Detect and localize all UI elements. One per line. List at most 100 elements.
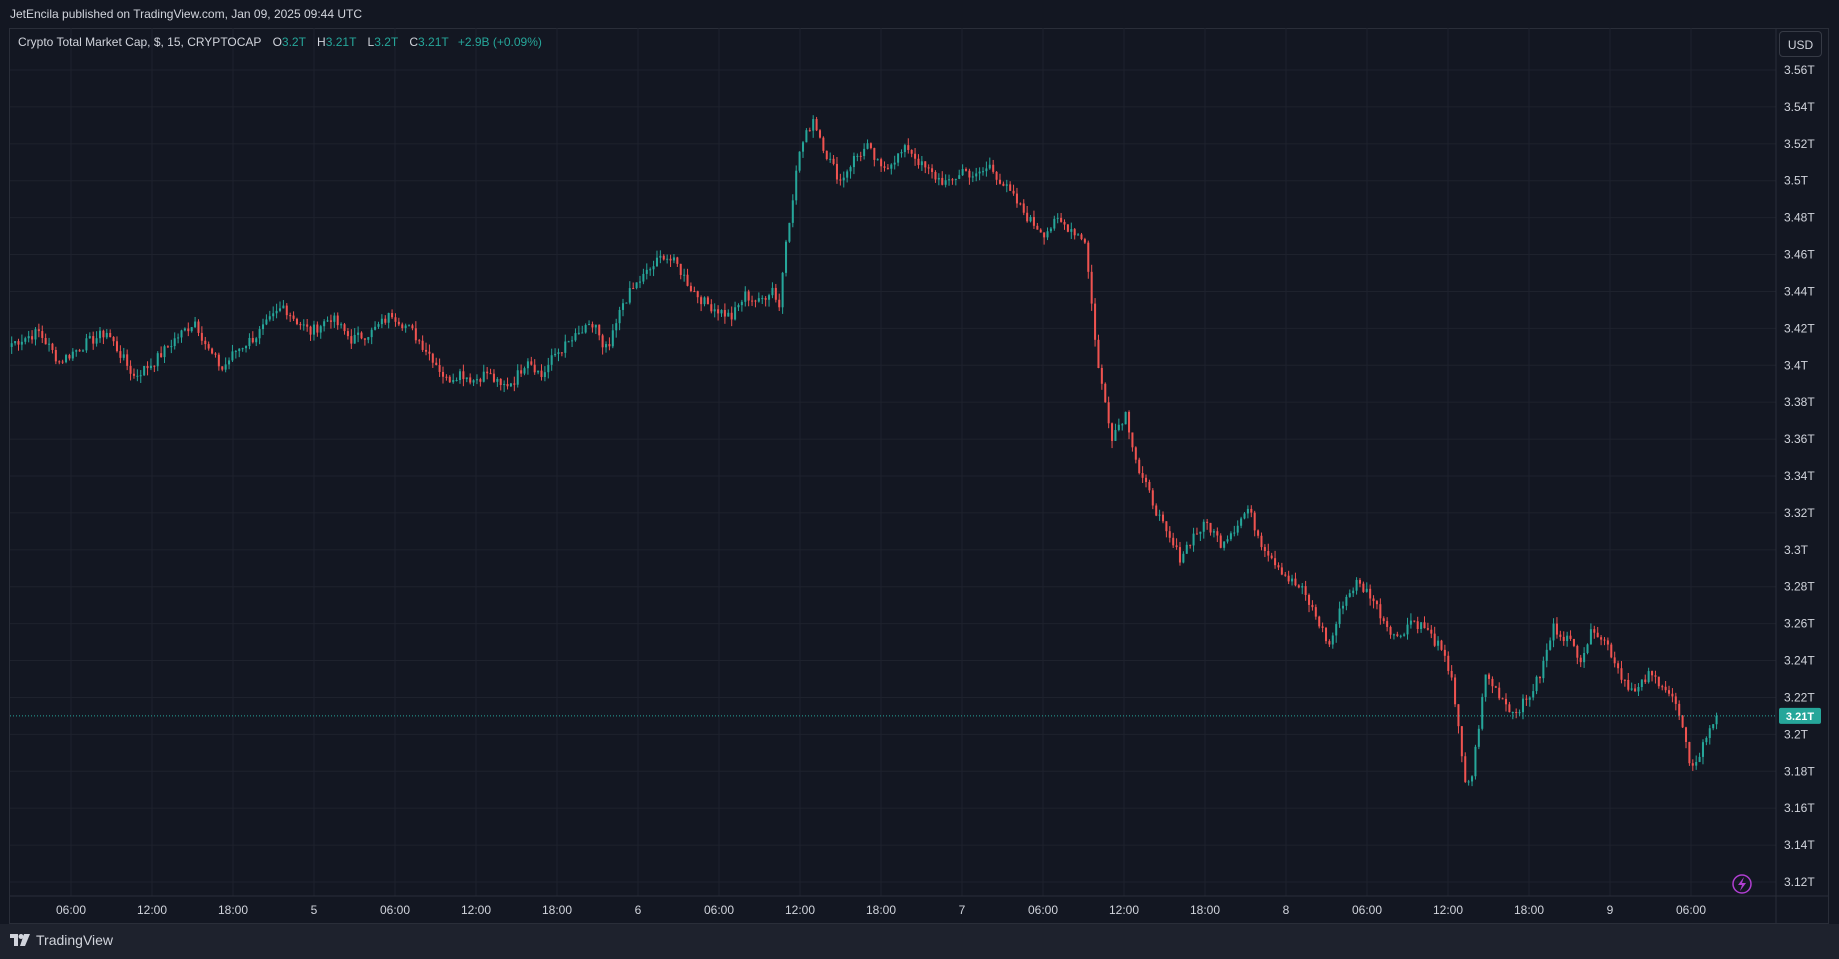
candle-body (954, 178, 957, 180)
candle-body (734, 307, 737, 320)
candle-body (329, 320, 332, 322)
candle (961, 164, 964, 177)
candle (954, 178, 957, 186)
x-tick-label: 7 (959, 903, 966, 917)
candle-body (374, 326, 377, 330)
candle-body (642, 273, 645, 282)
candle (649, 267, 652, 276)
candle (1066, 223, 1069, 233)
y-tick-label: 3.24T (1784, 654, 1815, 668)
candle (720, 309, 723, 317)
candle-body (1287, 575, 1290, 582)
candle (482, 364, 485, 383)
candle-body (1097, 339, 1100, 369)
candle-body (920, 161, 923, 166)
candle-body (598, 324, 601, 336)
candle-body (289, 315, 292, 317)
candle-body (126, 354, 129, 366)
candle (655, 250, 658, 267)
candle-body (1671, 693, 1674, 697)
candle (1457, 704, 1460, 734)
candle (1277, 562, 1280, 571)
currency-button[interactable]: USD (1779, 31, 1822, 57)
brand[interactable]: TradingView (10, 932, 113, 948)
candle-body (20, 341, 23, 345)
candle-body (238, 348, 241, 352)
candle-body (1202, 521, 1205, 532)
candle (306, 319, 309, 332)
candle-body (886, 167, 889, 169)
candle-body (689, 285, 692, 292)
candle (1046, 227, 1049, 241)
candle (1545, 643, 1548, 668)
candle (1172, 532, 1175, 549)
candle (245, 345, 248, 353)
candle (1100, 364, 1103, 390)
candle (1647, 667, 1650, 684)
candle (1668, 685, 1671, 697)
candle (1263, 544, 1266, 558)
candle (506, 377, 509, 390)
candle-body (822, 137, 825, 151)
symbol-label[interactable]: Crypto Total Market Cap, $, 15, CRYPTOCA… (18, 35, 262, 49)
candle (190, 327, 193, 333)
candle (65, 353, 68, 364)
candle (115, 336, 118, 353)
candle-body (584, 325, 587, 333)
candle-body (679, 263, 682, 275)
candle-body (1688, 742, 1691, 764)
candle (1233, 525, 1236, 537)
candle (88, 332, 91, 339)
lightning-icon[interactable] (1732, 874, 1752, 894)
candle (608, 337, 611, 351)
candle-body (340, 324, 343, 326)
candle (818, 129, 822, 139)
candle (530, 356, 533, 366)
x-tick-label: 06:00 (1028, 903, 1058, 917)
y-tick-label: 3.48T (1784, 211, 1815, 225)
candle-body (78, 350, 81, 352)
candle (985, 161, 988, 177)
candle (1542, 656, 1545, 683)
candle (228, 357, 231, 370)
candle-body (200, 332, 203, 341)
candle (272, 306, 275, 321)
candle (883, 161, 886, 172)
y-tick-label: 3.16T (1784, 801, 1815, 815)
candle-body (516, 370, 519, 385)
candle-body (771, 287, 774, 296)
candle-body (1192, 533, 1195, 546)
candle (37, 323, 40, 338)
candle-body (1423, 622, 1426, 629)
candle-body (846, 171, 849, 178)
candle (849, 165, 852, 179)
candle-body (710, 304, 713, 312)
candle (1382, 616, 1385, 624)
candle (1250, 505, 1253, 518)
y-tick-label: 3.56T (1784, 63, 1815, 77)
candle-body (367, 337, 370, 340)
candle (812, 115, 815, 138)
candle-body (414, 328, 417, 341)
candle-body (1328, 641, 1331, 645)
candle-body (1338, 608, 1341, 625)
x-tick-label: 9 (1607, 903, 1614, 917)
candle (299, 321, 302, 330)
candle-body (119, 351, 122, 358)
candle-body (458, 371, 462, 381)
candle-body (1318, 616, 1321, 627)
candle-body (1389, 626, 1392, 635)
candle (920, 156, 923, 171)
candle (914, 148, 917, 166)
candle (1032, 210, 1035, 230)
candle-body (907, 145, 910, 150)
candle-body (757, 298, 760, 302)
candle-body (333, 315, 336, 322)
candle (550, 348, 553, 371)
candle-body (112, 337, 115, 342)
candle (119, 345, 122, 364)
candle (907, 138, 910, 154)
candle-body (187, 328, 190, 332)
candle-body (1606, 640, 1609, 645)
